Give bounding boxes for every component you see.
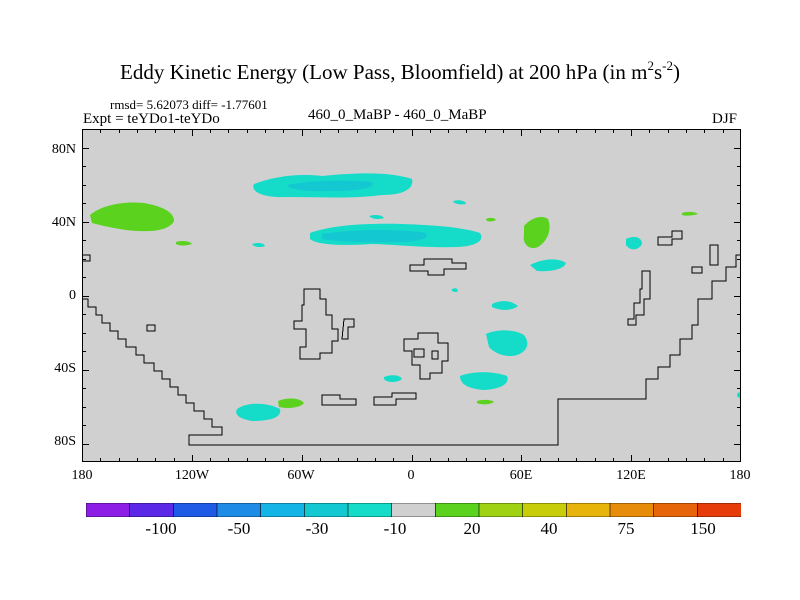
lon-label: 180 xyxy=(729,468,751,483)
title-sup-2: -2 xyxy=(662,58,673,73)
lat-label: 80S xyxy=(54,434,76,449)
lon-label: 60W xyxy=(287,468,315,483)
colorbar-swatch xyxy=(522,503,567,517)
colorbar-label: 150 xyxy=(690,519,716,538)
colorbar-label: -100 xyxy=(145,519,177,538)
colorbar-swatch xyxy=(86,503,131,517)
chart-title: Eddy Kinetic Energy (Low Pass, Bloomfiel… xyxy=(0,58,800,85)
colorbar-label: 20 xyxy=(463,519,481,538)
lon-label: 120E xyxy=(616,468,646,483)
colorbar-swatch xyxy=(260,503,305,517)
lat-label: 80N xyxy=(51,142,76,157)
colorbar-swatch xyxy=(391,503,436,517)
colorbar-swatch xyxy=(478,503,524,517)
colorbar-label: 40 xyxy=(540,519,558,538)
colorbar-label: -50 xyxy=(227,519,251,538)
lat-label: 40S xyxy=(54,361,76,376)
colorbar-swatch xyxy=(566,503,611,517)
negative-anomaly-cores xyxy=(287,180,427,243)
colorbar-swatch xyxy=(216,503,262,517)
title-end: ) xyxy=(672,60,680,84)
lon-label: 180 xyxy=(71,468,93,483)
colorbar-swatch xyxy=(697,503,741,517)
colorbar-swatch xyxy=(609,503,655,517)
colorbar xyxy=(86,503,741,517)
map-panel xyxy=(82,129,741,462)
stats-label: rmsd= 5.62073 diff= -1.77601 xyxy=(110,97,268,112)
colorbar-swatch xyxy=(129,503,174,517)
lon-label: 60E xyxy=(509,468,533,483)
title-mid: s xyxy=(653,60,663,84)
colorbar-label: -30 xyxy=(305,519,329,538)
positive-anomaly-regions xyxy=(90,202,698,408)
colorbar-swatch xyxy=(653,503,698,517)
title-sup-1: 2 xyxy=(647,58,654,73)
colorbar-swatch xyxy=(304,503,349,517)
lon-label: 0 xyxy=(407,468,415,483)
map-axis-frame xyxy=(82,129,741,462)
colorbar-label: 75 xyxy=(617,519,635,538)
lat-label: 0 xyxy=(69,288,76,303)
colorbar-swatch xyxy=(347,503,393,517)
lon-label: 120W xyxy=(174,468,210,483)
colorbar-swatch xyxy=(173,503,218,517)
lat-label: 40N xyxy=(51,215,76,230)
comparison-label: 460_0_MaBP - 460_0_MaBP xyxy=(308,107,487,123)
map-tick-marks xyxy=(82,129,741,462)
colorbar-label: -10 xyxy=(383,519,407,538)
colorbar-swatch xyxy=(435,503,480,517)
coastline-outlines xyxy=(82,230,741,446)
experiment-label: Expt = teYDo1-teYDo xyxy=(83,111,220,127)
season-label: DJF xyxy=(712,111,738,127)
title-main: Eddy Kinetic Energy (Low Pass, Bloomfiel… xyxy=(120,60,648,84)
